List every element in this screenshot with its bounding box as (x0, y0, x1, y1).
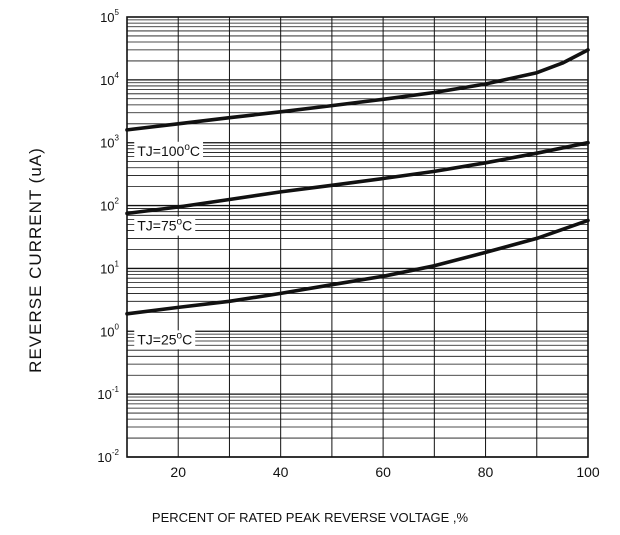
y-tick-exp: 2 (115, 197, 120, 206)
y-tick-base: 10 (100, 136, 114, 151)
series-label-1: TJ=75oC (134, 216, 196, 236)
y-tick-exp: 3 (115, 134, 120, 143)
y-tick-base: 10 (97, 450, 111, 465)
series-label-bg (134, 141, 204, 161)
x-tick-label: 20 (170, 464, 186, 480)
y-tick-label: 103 (100, 134, 119, 151)
y-tick-exp: 4 (115, 71, 120, 80)
series-label-0: TJ=100oC (134, 141, 204, 161)
series-label-bg (134, 216, 196, 236)
series-curve-2 (125, 218, 590, 316)
series-label-main: TJ=75 (137, 218, 177, 234)
x-tick-label: 100 (576, 464, 600, 480)
y-tick-base: 10 (100, 199, 114, 214)
y-tick-label: 10-1 (97, 385, 119, 402)
y-tick-base: 10 (100, 73, 114, 88)
series-label-sup: o (184, 142, 190, 153)
y-tick-base: 10 (100, 10, 114, 25)
series-curve-0 (125, 48, 590, 132)
y-tick-label: 104 (100, 71, 119, 88)
plot-frame (126, 16, 589, 458)
y-tick-base: 10 (100, 324, 114, 339)
grid (126, 16, 589, 458)
series-label-text: TJ=75oC (137, 217, 192, 234)
series-label-unit: C (182, 331, 192, 347)
x-tick-label: 80 (478, 464, 494, 480)
series-label-main: TJ=100 (137, 143, 184, 159)
series-label-main: TJ=25 (137, 331, 177, 347)
y-tick-label: 102 (100, 197, 119, 214)
series-label-unit: C (182, 218, 192, 234)
y-tick-label: 101 (100, 259, 119, 276)
series-label-2: TJ=25oC (134, 330, 196, 350)
y-axis-label-wrap: REVERSE CURRENT (uA) (16, 60, 56, 460)
curves (125, 48, 590, 316)
y-tick-base: 10 (97, 387, 111, 402)
y-tick-label: 10-2 (97, 448, 119, 465)
y-tick-label: 100 (100, 322, 119, 339)
series-label-sup: o (177, 330, 183, 341)
series-label-text: TJ=100oC (137, 142, 200, 159)
series-label-bg (134, 330, 196, 350)
x-tick-label: 60 (375, 464, 391, 480)
y-axis-label: REVERSE CURRENT (uA) (26, 147, 45, 373)
y-tick-exp: 0 (115, 322, 120, 331)
x-tick-label: 40 (273, 464, 289, 480)
series-curve-1 (125, 140, 590, 216)
y-tick-exp: -1 (112, 385, 120, 394)
y-tick-exp: 5 (115, 8, 120, 17)
x-tick-labels: 20 40 60 80 100 (170, 464, 599, 480)
y-tick-exp: 1 (115, 259, 120, 268)
series-label-text: TJ=25oC (137, 330, 192, 347)
y-tick-exp: -2 (112, 448, 120, 457)
series-label-sup: o (177, 217, 183, 228)
y-tick-label: 105 (100, 8, 119, 25)
series-label-unit: C (190, 143, 200, 159)
x-axis-label: PERCENT OF RATED PEAK REVERSE VOLTAGE ,% (151, 510, 469, 525)
y-tick-base: 10 (100, 261, 114, 276)
